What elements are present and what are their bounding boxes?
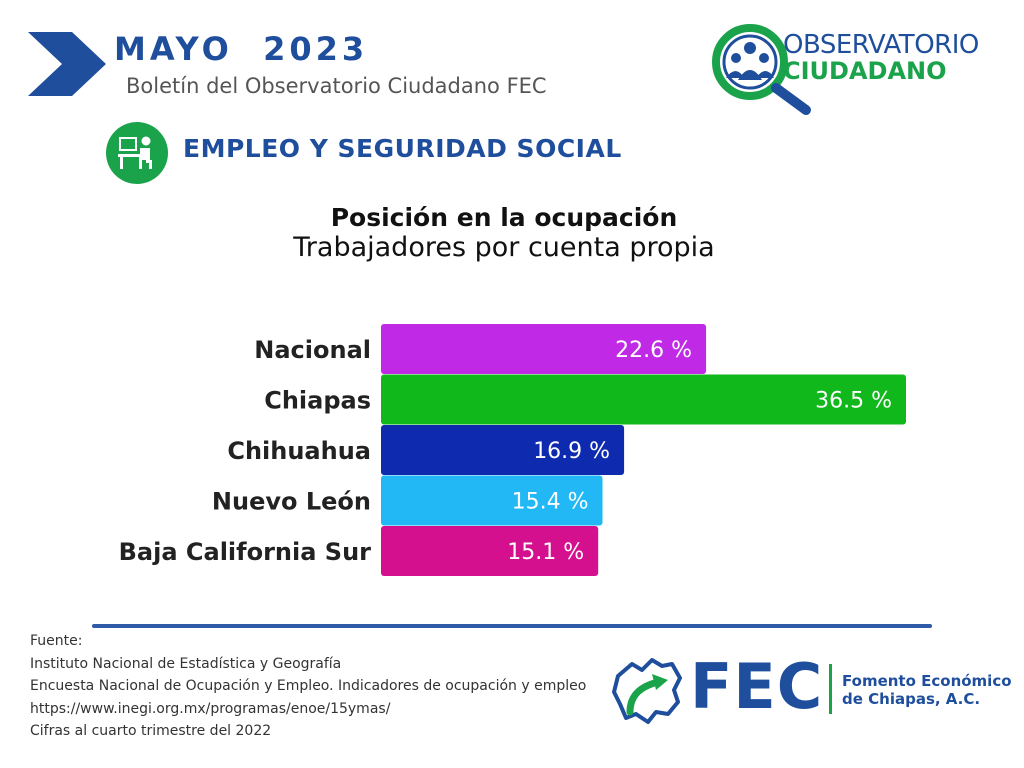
section-title: EMPLEO Y SEGURIDAD SOCIAL	[183, 134, 622, 163]
category-label: Chihuahua	[227, 437, 371, 465]
chiapas-map-logo-icon	[612, 658, 682, 724]
bar	[381, 374, 906, 425]
source-line: Encuesta Nacional de Ocupación y Empleo.…	[30, 678, 587, 694]
bar-value-label: 15.1 %	[507, 540, 584, 565]
bar	[381, 475, 603, 526]
bulletin-subtitle: Boletín del Observatorio Ciudadano FEC	[126, 74, 547, 98]
divider-line	[92, 624, 932, 628]
bar-value-label: 15.4 %	[512, 490, 589, 515]
source-line: Instituto Nacional de Estadística y Geog…	[30, 655, 342, 672]
category-label: Nuevo León	[212, 488, 371, 516]
fec-name-line2: de Chiapas, A.C.	[842, 690, 981, 708]
bar-value-label: 36.5 %	[815, 389, 892, 414]
bar-value-label: 16.9 %	[533, 439, 610, 464]
fec-logo-separator	[829, 664, 832, 714]
chart-title: Posición en la ocupación	[330, 203, 678, 232]
source-line: Cifras al cuarto trimestre del 2022	[30, 723, 272, 739]
fec-logo-text: FEC	[690, 650, 824, 723]
bar-value-label: 22.6 %	[615, 338, 692, 363]
bar	[381, 526, 599, 576]
observatorio-logo-text: OBSERVATORIO	[783, 30, 979, 60]
bar	[381, 324, 707, 374]
bar-chart: Nacional 22.6 % Chiapas 36.5 % Chihuahua 16.9…	[119, 324, 906, 576]
ciudadano-logo-text: CIUDADANO	[783, 57, 947, 85]
category-label: Nacional	[254, 336, 371, 364]
chevron-arrow-icon	[28, 32, 106, 96]
bar	[381, 425, 625, 475]
source-line: Fuente:	[30, 633, 83, 649]
bulletin-date-title: MAYO 2023	[114, 30, 369, 68]
category-label: Chiapas	[264, 387, 371, 415]
fec-name-line1: Fomento Económico	[842, 672, 1012, 690]
category-label: Baja California Sur	[119, 538, 372, 566]
worker-desk-icon	[106, 122, 168, 184]
source-line: https://www.inegi.org.mx/programas/enoe/…	[30, 700, 391, 717]
chart-subtitle: Trabajadores por cuenta propia	[293, 232, 715, 263]
sources-block: Fuente: Instituto Nacional de Estadístic…	[30, 630, 586, 743]
fec-organization-name: Fomento Económico de Chiapas, A.C.	[842, 672, 1012, 708]
observatorio-magnifier-logo	[712, 24, 811, 115]
